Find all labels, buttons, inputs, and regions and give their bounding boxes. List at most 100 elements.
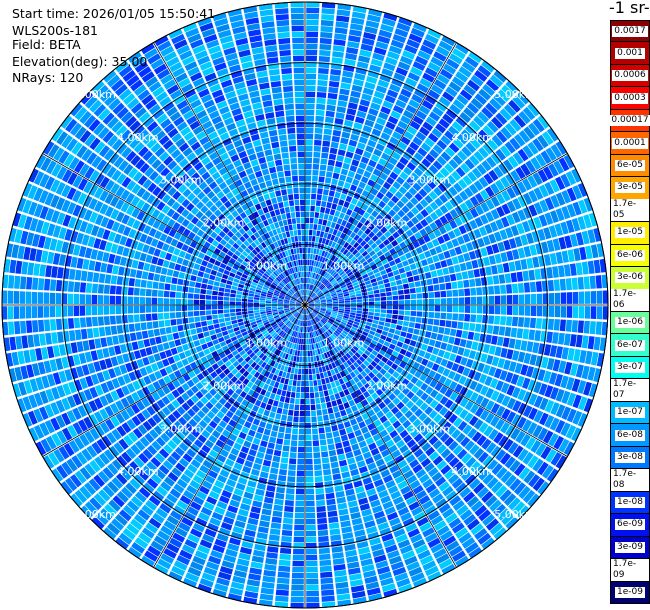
range-gate-cell (307, 350, 311, 357)
range-gate-cell (214, 343, 222, 350)
range-gate-cell (385, 162, 395, 171)
range-gate-cell (83, 482, 97, 496)
range-gate-cell (380, 218, 388, 226)
range-gate-cell (497, 89, 511, 102)
range-gate-cell (350, 276, 357, 282)
range-gate-cell (410, 293, 417, 300)
range-gate-cell (274, 444, 283, 451)
range-gate-cell (67, 293, 74, 305)
range-gate-cell (434, 356, 443, 365)
range-gate-cell (517, 402, 527, 415)
range-gate-cell (564, 235, 573, 249)
range-gate-cell (413, 152, 424, 162)
range-gate-cell (405, 252, 413, 260)
range-gate-cell (387, 332, 394, 339)
range-gate-cell (397, 383, 406, 392)
range-gate-cell (398, 267, 406, 274)
range-gate-cell (194, 454, 205, 464)
range-gate-cell (555, 176, 566, 191)
range-gate-cell (380, 296, 387, 301)
range-gate-cell (314, 305, 321, 307)
range-gate-cell (122, 528, 136, 541)
range-gate-cell (246, 454, 255, 463)
range-gate-cell (399, 254, 407, 262)
range-gate-cell (367, 387, 375, 395)
range-gate-cell (469, 478, 481, 490)
range-gate-cell (356, 434, 365, 443)
range-gate-cell (131, 415, 142, 427)
range-gate-cell (136, 412, 146, 423)
range-gate-cell (353, 153, 362, 161)
range-gate-cell (366, 488, 377, 497)
range-gate-cell (315, 121, 324, 128)
range-gate-cell (207, 324, 215, 331)
range-gate-cell (338, 303, 345, 305)
range-gate-cell (218, 434, 228, 443)
range-gate-cell (511, 283, 519, 294)
range-gate-cell (395, 236, 404, 244)
range-gate-cell (415, 398, 424, 408)
range-gate-cell (566, 187, 577, 202)
range-gate-cell (232, 360, 240, 368)
range-gate-cell (89, 427, 100, 440)
range-gate-cell (121, 451, 132, 464)
range-gate-cell (285, 310, 291, 314)
range-gate-cell (520, 163, 531, 177)
range-gate-cell (320, 285, 326, 291)
range-gate-cell (305, 308, 308, 315)
range-gate-cell (506, 250, 514, 261)
range-gate-cell (466, 102, 480, 115)
range-gate-cell (353, 226, 360, 234)
range-gate-cell (555, 404, 566, 418)
range-gate-cell (271, 516, 282, 524)
range-gate-cell (312, 230, 317, 236)
range-gate-cell (288, 464, 296, 471)
range-gate-cell (145, 305, 152, 313)
range-gate-cell (265, 491, 275, 498)
range-gate-cell (273, 504, 284, 512)
range-gate-cell (56, 279, 63, 292)
range-gate-cell (338, 308, 345, 311)
range-gate-cell (321, 200, 327, 208)
range-gate-cell (326, 308, 333, 311)
range-gate-cell (547, 318, 554, 331)
range-gate-cell (488, 366, 497, 377)
range-gate-cell (328, 227, 334, 234)
range-gate-cell (287, 354, 292, 361)
range-gate-cell (510, 427, 521, 440)
range-gate-cell (264, 453, 273, 461)
range-gate-cell (333, 436, 342, 444)
range-gate-cell (364, 184, 373, 193)
range-gate-cell (429, 201, 439, 211)
range-gate-cell (285, 494, 295, 501)
range-gate-cell (572, 201, 582, 216)
range-gate-cell (533, 187, 544, 200)
range-gate-cell (43, 292, 50, 304)
range-gate-cell (133, 287, 140, 296)
range-gate-cell (244, 460, 254, 468)
range-gate-cell (324, 122, 333, 130)
range-gate-cell (350, 133, 360, 142)
range-gate-cell (294, 368, 299, 374)
range-gate-cell (397, 320, 404, 326)
range-gate-cell (493, 432, 504, 444)
range-gate-cell (343, 402, 350, 409)
range-gate-cell (478, 176, 489, 188)
range-gate-cell (103, 305, 110, 315)
range-gate-cell (219, 364, 228, 371)
range-gate-cell (314, 306, 321, 309)
range-gate-cell (293, 536, 305, 543)
range-gate-cell (253, 299, 260, 303)
range-gate-cell (424, 331, 432, 338)
range-gate-cell (423, 367, 431, 376)
range-gate-cell (413, 88, 426, 99)
range-gate-cell (310, 410, 317, 417)
range-gate-cell (449, 328, 457, 337)
range-gate-cell (303, 308, 305, 315)
range-gate-cell (125, 482, 137, 495)
range-gate-cell (366, 395, 374, 404)
range-gate-cell (464, 473, 477, 486)
range-gate-cell (393, 388, 401, 397)
range-gate-cell (241, 426, 250, 434)
range-gate-cell (358, 546, 371, 555)
